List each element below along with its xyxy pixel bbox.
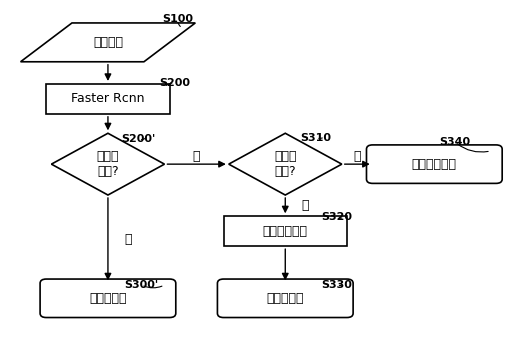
Text: S300': S300' [124, 280, 158, 290]
Text: 黄斑区图像: 黄斑区图像 [267, 292, 304, 305]
Bar [224, 216, 347, 246]
Polygon shape [51, 133, 164, 195]
Polygon shape [229, 133, 342, 195]
Text: S200': S200' [122, 134, 156, 144]
Text: 是: 是 [125, 233, 132, 246]
Text: S310: S310 [301, 133, 332, 143]
Text: 黄斑区图像: 黄斑区图像 [89, 292, 126, 305]
Text: S330: S330 [321, 280, 352, 290]
FancyBboxPatch shape [40, 279, 176, 318]
FancyBboxPatch shape [217, 279, 353, 318]
Text: S320: S320 [321, 212, 352, 222]
Text: Faster Rcnn: Faster Rcnn [71, 92, 144, 105]
Text: 多元回归模型: 多元回归模型 [263, 225, 308, 238]
Bar [46, 84, 170, 114]
Text: 眼底图像: 眼底图像 [93, 36, 123, 49]
Text: 否: 否 [193, 150, 200, 163]
Text: 检测出
黄斑?: 检测出 黄斑? [97, 150, 119, 178]
Polygon shape [21, 23, 195, 62]
Text: 是: 是 [301, 199, 308, 212]
Text: S340: S340 [439, 137, 470, 147]
Text: 检测出
视盘?: 检测出 视盘? [274, 150, 297, 178]
Text: S200: S200 [159, 78, 190, 88]
FancyBboxPatch shape [366, 145, 502, 184]
Text: 黄斑检测失败: 黄斑检测失败 [412, 158, 457, 170]
Text: 否: 否 [354, 150, 361, 163]
Text: S100: S100 [162, 14, 193, 24]
